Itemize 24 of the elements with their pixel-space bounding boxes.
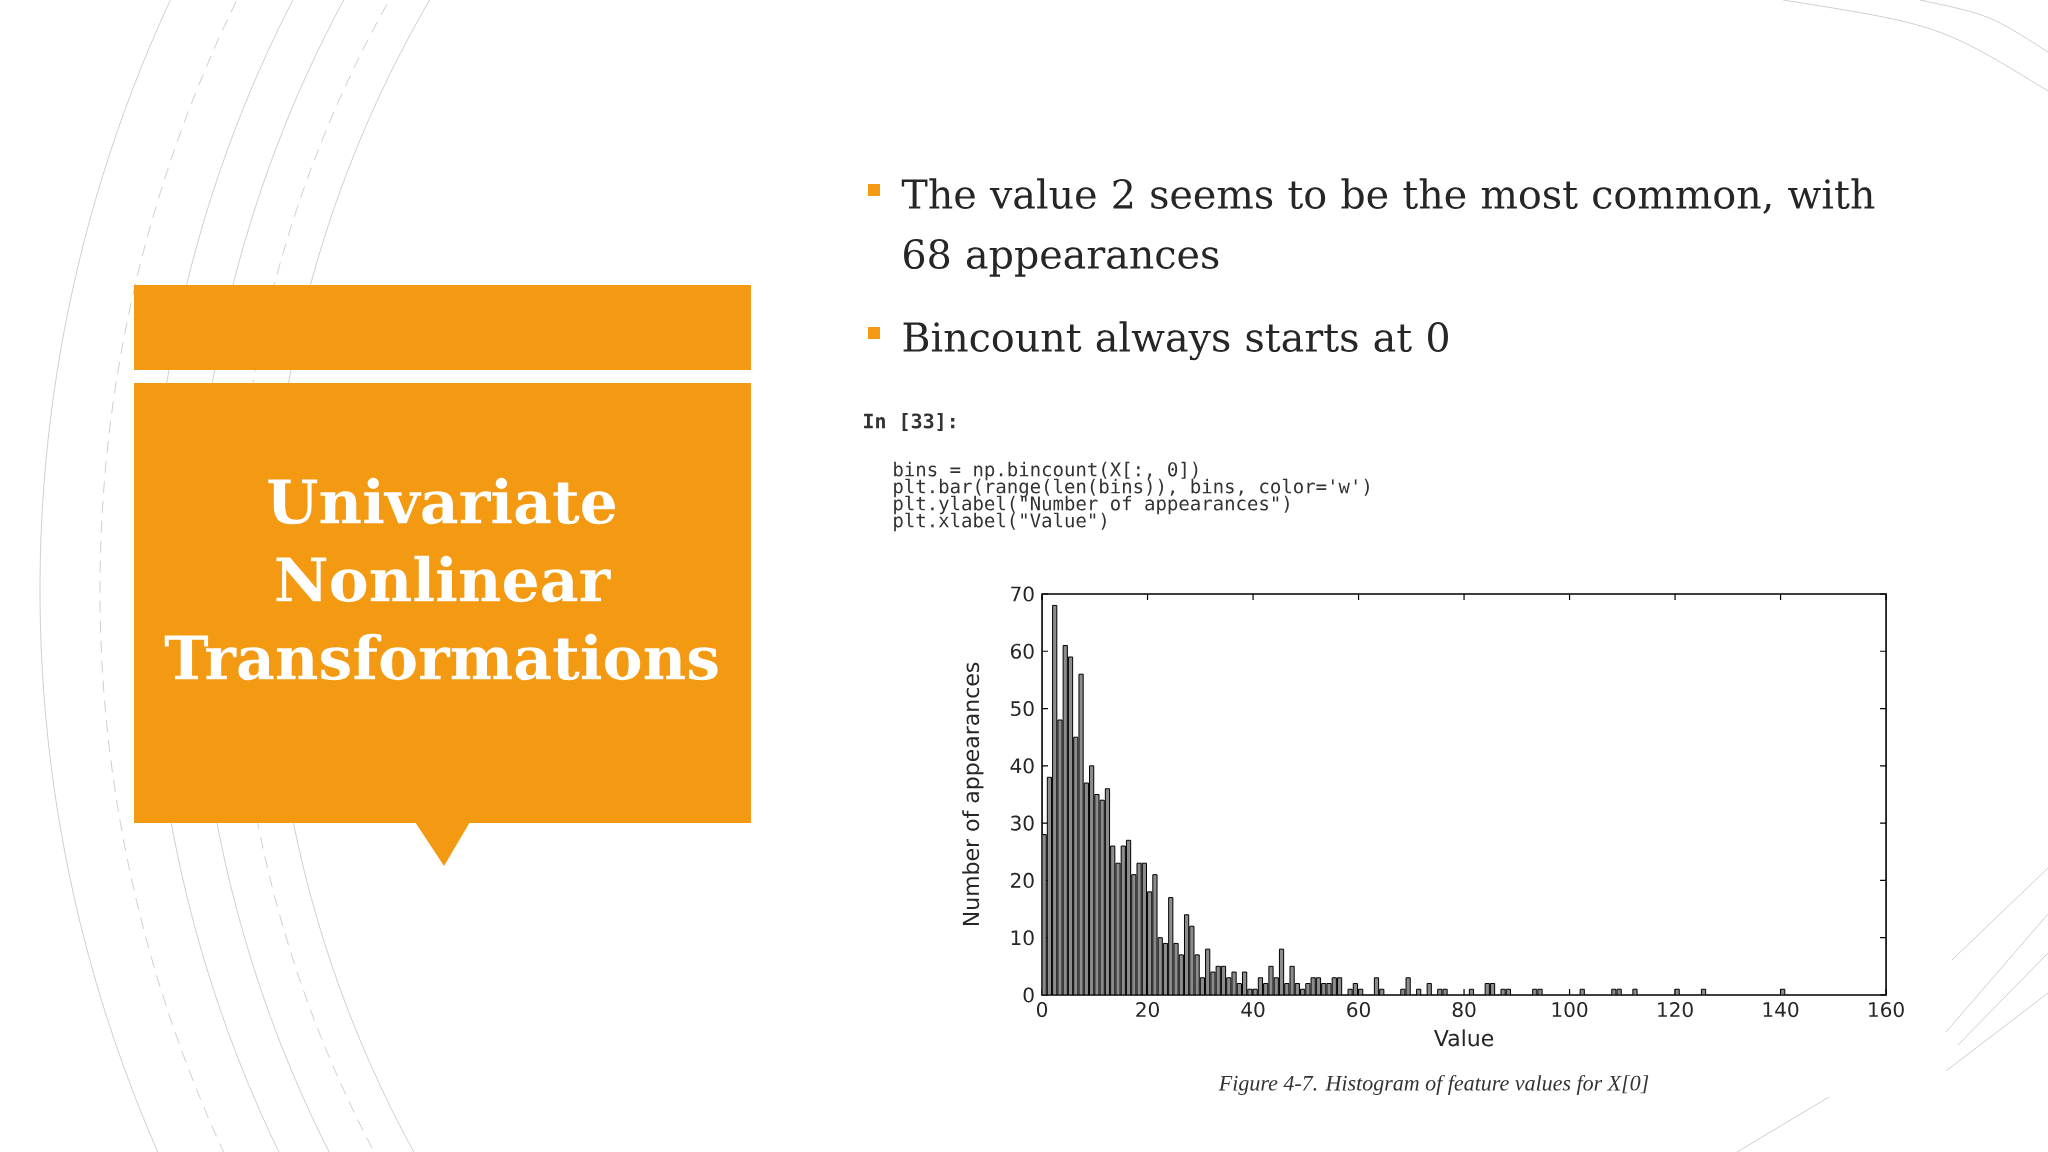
y-tick-label: 0 (1023, 987, 1034, 1003)
y-tick-label: 10 (1011, 930, 1034, 946)
text: Bincount always starts at 0 (903, 321, 1448, 361)
x-tick-label: 140 (1763, 1002, 1799, 1018)
y-tick-label: 40 (1010, 758, 1034, 774)
y-tick-label: 30 (1011, 815, 1034, 831)
x-tick-label: 20 (1136, 1002, 1159, 1018)
y-tick-label: 50 (1011, 700, 1034, 717)
x-axis-title: Value (1434, 1029, 1494, 1047)
y-tick-label: 60 (1010, 643, 1034, 659)
x-tick-label: 40 (1241, 1002, 1265, 1018)
text: In [33]: (864, 413, 955, 431)
text: Univariate Nonlinear Transformations (164, 477, 718, 681)
x-tick-label: 100 (1552, 1002, 1588, 1018)
x-tick-label: 80 (1452, 1002, 1476, 1018)
x-tick-label: 120 (1658, 1002, 1693, 1018)
x-tick-label: 60 (1347, 1002, 1370, 1018)
y-axis-title: Number of appearances (962, 662, 984, 926)
y-tick-label: 70 (1011, 586, 1034, 602)
caption: Figure 4-7. Histogram of feature values for X[0] (1218, 1074, 1649, 1096)
text: The value 2 seems to be the most common, with 68 appearances (901, 178, 1875, 277)
y-tick-label: 20 (1011, 872, 1034, 888)
x-tick-label: 0 (1036, 1002, 1048, 1018)
x-tick-label: 160 (1869, 1002, 1904, 1018)
